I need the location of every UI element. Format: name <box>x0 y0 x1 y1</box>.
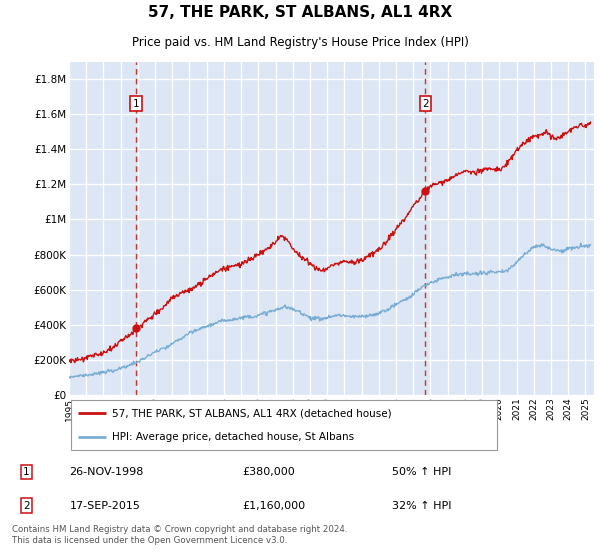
Text: £380,000: £380,000 <box>242 467 295 477</box>
Text: Price paid vs. HM Land Registry's House Price Index (HPI): Price paid vs. HM Land Registry's House … <box>131 36 469 49</box>
Text: 32% ↑ HPI: 32% ↑ HPI <box>392 501 452 511</box>
Text: 1: 1 <box>23 467 30 477</box>
Text: £1,160,000: £1,160,000 <box>242 501 305 511</box>
Text: 17-SEP-2015: 17-SEP-2015 <box>70 501 140 511</box>
Text: HPI: Average price, detached house, St Albans: HPI: Average price, detached house, St A… <box>112 432 355 442</box>
Text: 1: 1 <box>133 99 139 109</box>
Text: 50% ↑ HPI: 50% ↑ HPI <box>392 467 452 477</box>
Text: 2: 2 <box>422 99 429 109</box>
Text: 57, THE PARK, ST ALBANS, AL1 4RX (detached house): 57, THE PARK, ST ALBANS, AL1 4RX (detach… <box>112 408 392 418</box>
Text: 2: 2 <box>23 501 30 511</box>
Text: Contains HM Land Registry data © Crown copyright and database right 2024.
This d: Contains HM Land Registry data © Crown c… <box>12 525 347 545</box>
FancyBboxPatch shape <box>71 400 497 450</box>
Text: 26-NOV-1998: 26-NOV-1998 <box>70 467 144 477</box>
Text: 57, THE PARK, ST ALBANS, AL1 4RX: 57, THE PARK, ST ALBANS, AL1 4RX <box>148 4 452 20</box>
